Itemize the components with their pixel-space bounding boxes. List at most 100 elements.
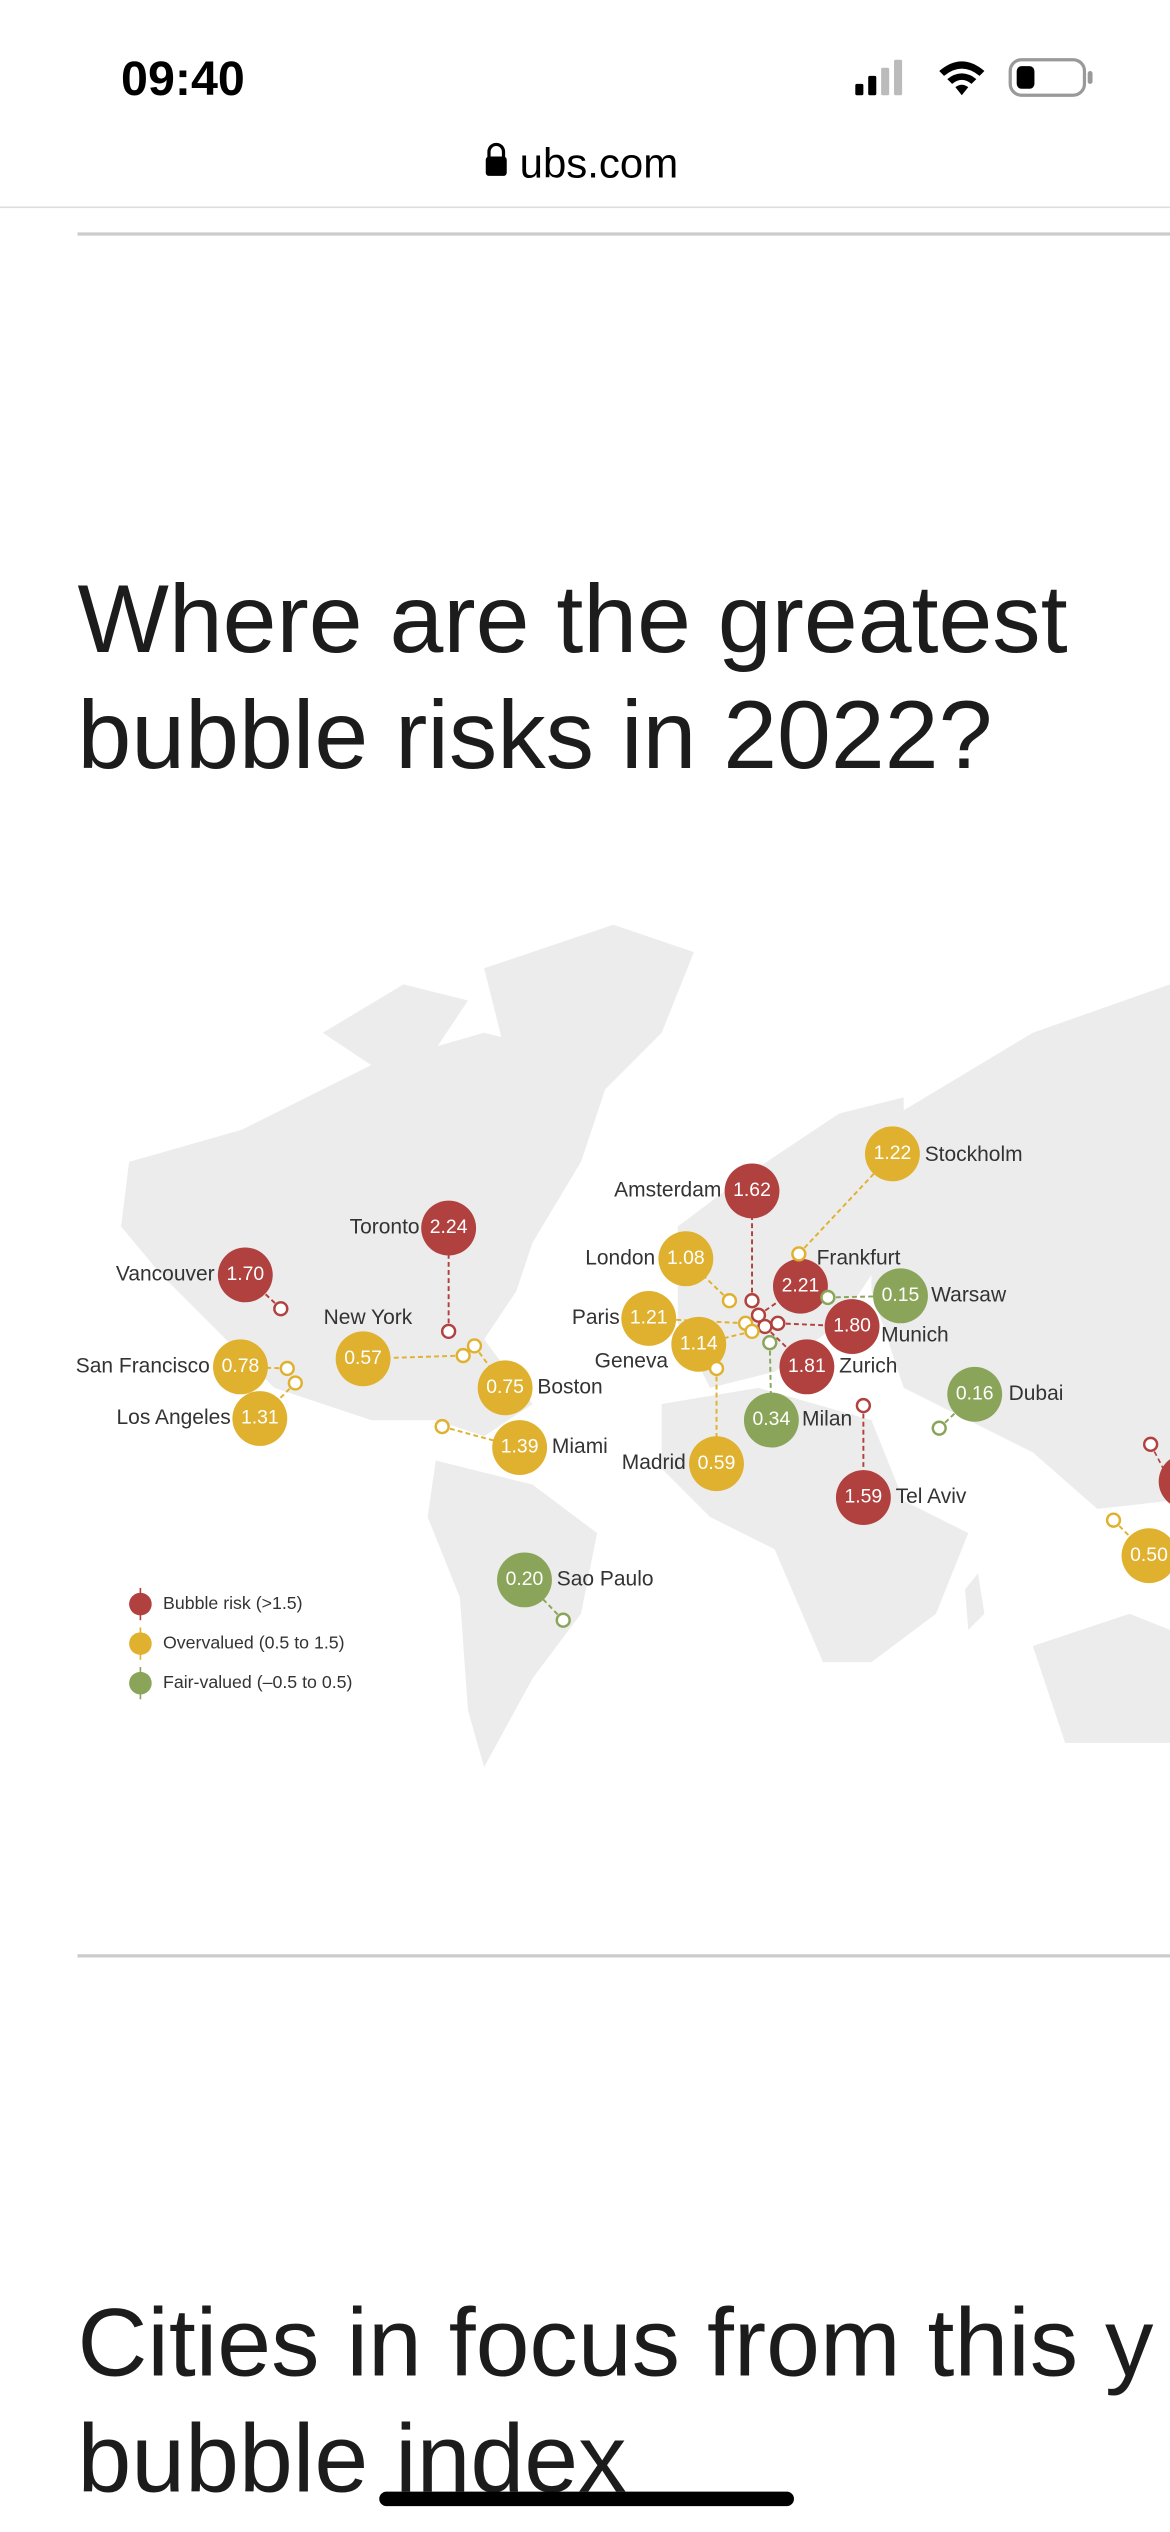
heading-line: bubble risks in 2022? — [77, 680, 992, 789]
bubble — [671, 1316, 727, 1372]
city-label: Geneva — [595, 1350, 669, 1373]
status-time: 09:40 — [121, 52, 245, 106]
city-dot — [1105, 1512, 1122, 1528]
bubble — [658, 1231, 714, 1287]
city-label: Sao Paulo — [557, 1567, 654, 1590]
bubble-value: 1.31 — [241, 1407, 279, 1429]
city-label: Vancouver — [116, 1262, 215, 1285]
city-label: Stockholm — [925, 1143, 1023, 1166]
legend-label: Fair-valued (–0.5 to 0.5) — [163, 1672, 352, 1692]
city-dot — [466, 1338, 483, 1354]
bubble-value: 1.59 — [845, 1486, 883, 1508]
bubble-value: 0.59 — [698, 1452, 736, 1474]
bubble-value: 1.81 — [788, 1355, 826, 1377]
bubble — [864, 1126, 920, 1182]
legend-dot — [129, 1671, 152, 1695]
city-dot — [708, 1360, 725, 1377]
bubble — [232, 1391, 288, 1446]
city-dot — [279, 1360, 295, 1377]
legend-label: Overvalued (0.5 to 1.5) — [163, 1632, 345, 1652]
bubble-value: 0.34 — [753, 1408, 791, 1430]
legend-label: Bubble risk (>1.5) — [163, 1593, 303, 1613]
status-icons — [855, 58, 1093, 97]
bubble — [492, 1420, 548, 1475]
bubble-value: 1.39 — [501, 1436, 539, 1458]
bubble — [213, 1339, 268, 1395]
url[interactable]: ubs.com — [520, 140, 678, 187]
city-dot — [744, 1323, 760, 1340]
city-dot — [762, 1334, 778, 1351]
city-label: London — [585, 1246, 655, 1269]
heading-line: Cities in focus from this y — [77, 2287, 1154, 2396]
legend-dot — [129, 1592, 152, 1616]
bubble-value: 1.22 — [874, 1142, 912, 1164]
city-label: New York — [324, 1306, 413, 1329]
bubble — [743, 1392, 799, 1448]
city-label: San Francisco — [76, 1354, 210, 1377]
bubble-value: 0.50 — [1130, 1544, 1168, 1566]
connector — [523, 1579, 564, 1621]
lock-icon — [485, 142, 507, 176]
bubble-value: 0.78 — [222, 1355, 260, 1377]
city-label: Amsterdam — [614, 1179, 721, 1202]
city-label: Munich — [881, 1324, 949, 1347]
city-dot — [440, 1323, 457, 1340]
city-dot — [287, 1375, 303, 1391]
bubble — [947, 1366, 1003, 1422]
city-label: Milan — [802, 1408, 852, 1431]
bubble-value: 1.21 — [630, 1307, 668, 1329]
city-dot — [770, 1315, 786, 1331]
bubble — [779, 1339, 835, 1395]
bubble — [497, 1552, 552, 1608]
bubble-value: 2.24 — [430, 1216, 468, 1238]
city-dot — [455, 1347, 471, 1364]
city-dot — [820, 1289, 836, 1306]
bubble — [1158, 1459, 1170, 1504]
bubble — [217, 1247, 273, 1303]
bubble-value: 0.16 — [956, 1382, 994, 1404]
bubble — [335, 1331, 391, 1387]
city-dot — [273, 1301, 289, 1317]
city-label: Tel Aviv — [896, 1485, 967, 1508]
bubble — [724, 1163, 780, 1219]
bubble — [835, 1470, 891, 1526]
city-dot — [750, 1307, 767, 1323]
city-label: Boston — [537, 1375, 602, 1398]
bubble — [873, 1268, 928, 1324]
city-label: Frankfurt — [817, 1246, 901, 1269]
city-label: Toronto — [350, 1216, 420, 1239]
city-dot — [744, 1293, 760, 1309]
map-markers: 2.24 Toronto 1.70 Vancouver 1.62 Amsterdam 1.8… — [76, 1126, 1170, 1700]
bubble-value: 0.15 — [882, 1284, 920, 1306]
city-dot — [855, 1397, 872, 1414]
bubble-value: 1.80 — [833, 1315, 871, 1337]
city-dot — [555, 1612, 571, 1628]
bubble — [421, 1200, 477, 1256]
city-label: Zurich — [839, 1354, 897, 1377]
bubble-value: 1.14 — [680, 1332, 718, 1354]
city-label: Madrid — [622, 1451, 686, 1474]
bubble-value: 1.08 — [667, 1247, 705, 1269]
city-label: Warsaw — [931, 1283, 1007, 1306]
bubble — [824, 1299, 880, 1354]
home-indicator — [379, 2491, 794, 2507]
bubble — [477, 1360, 533, 1416]
connector — [777, 1322, 853, 1328]
city-label: Los Angeles — [117, 1406, 231, 1429]
city-dot — [1142, 1436, 1159, 1452]
bubble-value: 2.21 — [782, 1274, 820, 1296]
city-dot — [931, 1420, 947, 1436]
bubble — [689, 1436, 744, 1492]
heading-line: Where are the greatest — [77, 564, 1067, 673]
bubble-value: 1.70 — [226, 1263, 264, 1285]
bubble-value: 0.57 — [344, 1347, 382, 1369]
bubble — [773, 1258, 828, 1314]
legend-dot — [129, 1632, 152, 1655]
bubble — [1121, 1528, 1170, 1584]
city-label: Paris — [572, 1306, 620, 1329]
city-dot — [721, 1293, 738, 1309]
city-label: Miami — [552, 1435, 608, 1458]
bubble-value: 0.75 — [486, 1376, 524, 1398]
